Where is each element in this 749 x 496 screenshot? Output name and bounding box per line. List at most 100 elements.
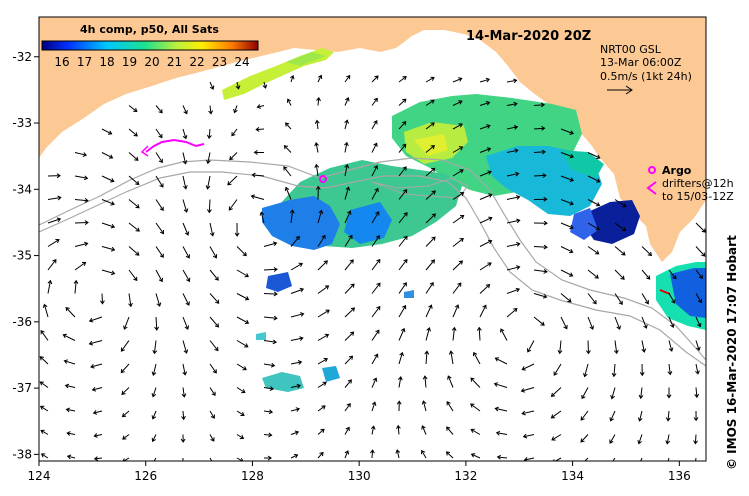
current-vector: [209, 340, 219, 352]
current-vector: [398, 166, 407, 177]
current-vector: [550, 387, 562, 398]
current-vector: [398, 327, 406, 341]
current-vector: [521, 363, 535, 371]
current-vector: [452, 304, 460, 318]
current-vector: [263, 386, 275, 391]
current-vector: [552, 457, 562, 461]
current-vector: [209, 81, 215, 90]
current-vector: [506, 148, 519, 154]
current-vector: [553, 363, 562, 376]
current-vector: [128, 175, 140, 186]
current-vector: [371, 329, 380, 341]
current-vector: [155, 152, 163, 164]
current-vector: [452, 169, 464, 177]
current-vector: [74, 261, 87, 271]
current-vector: [580, 410, 589, 421]
current-vector: [533, 102, 545, 108]
plot-border: [38, 16, 707, 462]
current-vector: [425, 259, 435, 271]
current-vector: [445, 451, 454, 459]
lat-tick-label: -33: [12, 116, 32, 130]
lat-axis: -32 -33 -34 -35 -36 -37 -38: [12, 50, 39, 461]
current-vector: [290, 453, 299, 459]
current-vector: [180, 434, 186, 443]
current-vector: [587, 199, 601, 207]
current-vector: [371, 187, 379, 200]
current-vector: [101, 152, 114, 159]
current-vector: [371, 142, 378, 153]
current-vector: [493, 382, 508, 388]
current-vector: [128, 105, 138, 113]
current-vector: [614, 269, 625, 280]
current-vector: [344, 96, 350, 106]
current-vector: [251, 172, 265, 178]
current-vector: [209, 316, 220, 328]
current-vector: [47, 195, 62, 201]
current-vector: [695, 246, 706, 257]
current-vector: [101, 199, 115, 206]
current-vector: [424, 350, 430, 365]
current-vector: [668, 340, 674, 352]
current-vector: [182, 222, 190, 236]
current-vector: [317, 260, 328, 271]
current-vector: [344, 186, 351, 200]
current-vector: [370, 449, 375, 459]
current-vector: [317, 357, 328, 365]
current-vector: [120, 363, 130, 374]
current-vector: [585, 340, 591, 355]
current-vector: [209, 269, 219, 281]
drifters-line2: to 15/03-12Z: [662, 190, 734, 203]
current-vector: [470, 403, 481, 412]
current-vector: [182, 175, 188, 190]
current-vector: [182, 105, 188, 115]
current-vector: [236, 293, 250, 301]
current-vector: [560, 222, 574, 230]
current-vector: [425, 167, 436, 177]
current-vector: [452, 146, 464, 153]
current-vector: [317, 428, 325, 435]
current-vector: [284, 186, 292, 200]
current-vector: [182, 246, 190, 259]
lat-tick-label: -32: [12, 50, 32, 64]
current-vector: [587, 269, 599, 279]
current-vector: [479, 262, 492, 271]
current-vector: [236, 269, 249, 278]
current-vector: [154, 316, 160, 331]
current-vector: [522, 433, 535, 439]
current-vector: [344, 74, 351, 83]
current-vector: [551, 434, 562, 441]
current-vector: [398, 258, 408, 271]
current-vector: [344, 307, 356, 318]
lon-tick-label: 134: [561, 469, 584, 483]
current-vector: [208, 105, 214, 115]
current-vector: [560, 199, 574, 206]
current-vector: [47, 279, 53, 294]
current-vector: [425, 327, 431, 341]
current-vector: [614, 293, 623, 306]
current-vector: [155, 222, 165, 235]
current-vector: [533, 244, 548, 250]
current-vector: [470, 377, 481, 388]
current-vector: [209, 457, 215, 461]
current-vector: [479, 283, 491, 294]
current-vector: [74, 198, 89, 203]
current-vector: [447, 375, 454, 388]
current-vector: [614, 246, 626, 256]
colorbar-tick-label: 24: [234, 55, 249, 69]
current-vector: [506, 125, 519, 130]
current-vector: [155, 105, 163, 114]
colorbar: 4h comp, p50, All Sats 16 17 18 19 20 21 22 23 2…: [41, 23, 259, 69]
current-vector: [88, 340, 103, 346]
current-vector: [47, 217, 62, 224]
current-vector: [611, 363, 617, 378]
current-vector: [182, 363, 188, 376]
current-vector: [371, 258, 381, 271]
current-vector: [40, 329, 49, 341]
current-vector: [452, 260, 464, 271]
current-vector: [425, 304, 433, 318]
lon-tick-label: 130: [348, 469, 371, 483]
colorbar-tick-label: 20: [144, 55, 159, 69]
current-vector: [479, 239, 493, 247]
current-vector: [425, 236, 436, 247]
current-vector: [371, 377, 378, 388]
